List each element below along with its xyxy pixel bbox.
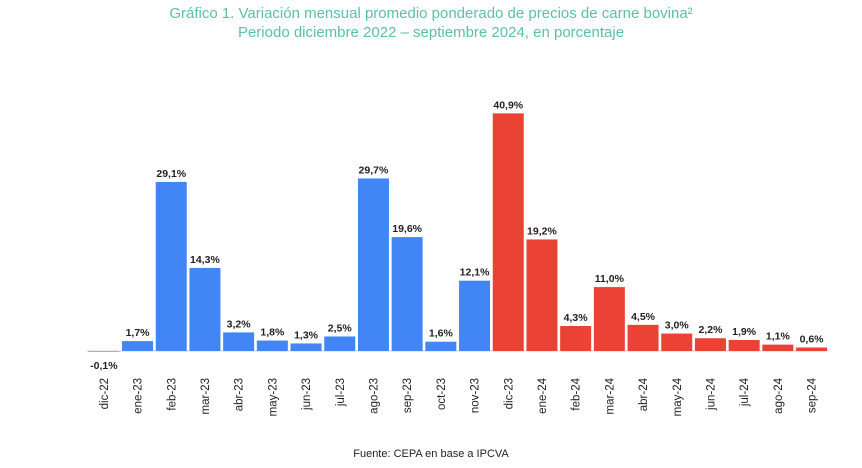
data-label-abr-24: 4,5%	[631, 311, 656, 323]
x-tick-label-dic-22: dic-22	[99, 378, 111, 409]
data-label-jul-24: 1,9%	[732, 326, 757, 338]
bar-abr-24	[627, 324, 659, 351]
data-label-abr-23: 3,2%	[227, 318, 252, 330]
bar-mar-23	[189, 267, 221, 351]
chart-title: Gráfico 1. Variación mensual promedio po…	[169, 5, 693, 22]
data-label-mar-23: 14,3%	[190, 254, 220, 266]
data-label-may-24: 3,0%	[665, 320, 690, 332]
bar-jun-24	[694, 338, 726, 351]
data-label-ago-24: 1,1%	[766, 331, 791, 343]
bar-ene-23	[122, 341, 154, 351]
x-tick-label-mar-24: mar-24	[604, 377, 616, 414]
bar-sep-24	[796, 347, 828, 351]
x-tick-label-oct-23: oct-23	[436, 378, 448, 410]
bar-dic-22	[88, 351, 120, 352]
data-label-ago-23: 29,7%	[359, 164, 389, 176]
bar-feb-24	[560, 326, 592, 351]
data-label-sep-23: 19,6%	[392, 223, 422, 235]
x-tick-label-jun-23: jun-23	[301, 378, 313, 411]
bar-jun-23	[290, 343, 322, 351]
data-label-may-23: 1,8%	[260, 327, 285, 339]
chart-subtitle: Periodo diciembre 2022 – septiembre 2024…	[237, 24, 625, 41]
bar-ene-24	[526, 239, 558, 351]
x-tick-label-nov-23: nov-23	[470, 378, 482, 413]
bar-jul-24	[728, 339, 760, 351]
bar-dic-23	[492, 113, 524, 351]
bar-may-24	[661, 333, 693, 351]
bar-ago-24	[762, 344, 794, 351]
data-label-dic-23: 40,9%	[493, 99, 523, 111]
x-tick-label-feb-23: feb-23	[166, 378, 178, 411]
bar-nov-23	[459, 280, 491, 351]
data-label-nov-23: 12,1%	[460, 267, 490, 279]
x-tick-label-jul-23: jul-23	[335, 378, 347, 407]
bar-may-23	[256, 340, 288, 351]
data-label-ene-24: 19,2%	[527, 225, 557, 237]
x-tick-label-may-24: may-24	[672, 377, 684, 416]
bar-mar-24	[593, 287, 625, 351]
x-tick-label-ene-24: ene-24	[537, 377, 549, 413]
data-label-mar-24: 11,0%	[595, 273, 625, 285]
source-note: Fuente: CEPA en base a IPCVA	[353, 448, 509, 460]
x-tick-label-feb-24: feb-24	[571, 377, 583, 410]
data-label-dic-22: -0,1%	[90, 360, 118, 372]
x-tick-label-ene-23: ene-23	[133, 378, 145, 414]
x-tick-label-abr-23: abr-23	[234, 378, 246, 411]
bar-sep-23	[391, 237, 423, 351]
data-label-sep-24: 0,6%	[800, 334, 825, 346]
bar-feb-23	[155, 181, 187, 351]
x-tick-label-jul-24: jul-24	[739, 377, 751, 407]
x-tick-label-ago-23: ago-23	[368, 378, 380, 414]
data-label-jul-23: 2,5%	[328, 322, 353, 334]
x-tick-label-jun-24: jun-24	[705, 377, 717, 411]
data-label-jun-24: 2,2%	[698, 324, 723, 336]
bar-ago-23	[357, 178, 389, 351]
data-label-feb-24: 4,3%	[564, 312, 589, 324]
x-tick-label-dic-23: dic-23	[503, 378, 515, 409]
data-label-jun-23: 1,3%	[294, 329, 319, 341]
data-label-oct-23: 1,6%	[429, 328, 454, 340]
bar-oct-23	[425, 341, 457, 351]
bar-jul-23	[324, 336, 356, 351]
x-tick-label-abr-24: abr-24	[638, 377, 650, 411]
data-label-ene-23: 1,7%	[126, 327, 151, 339]
data-label-feb-23: 29,1%	[156, 168, 186, 180]
x-tick-label-may-23: may-23	[267, 378, 279, 416]
x-tick-label-sep-23: sep-23	[402, 378, 414, 413]
x-tick-label-sep-24: sep-24	[807, 377, 819, 413]
bar-abr-23	[223, 332, 255, 351]
x-tick-label-mar-23: mar-23	[200, 378, 212, 414]
x-tick-label-ago-24: ago-24	[773, 377, 785, 413]
